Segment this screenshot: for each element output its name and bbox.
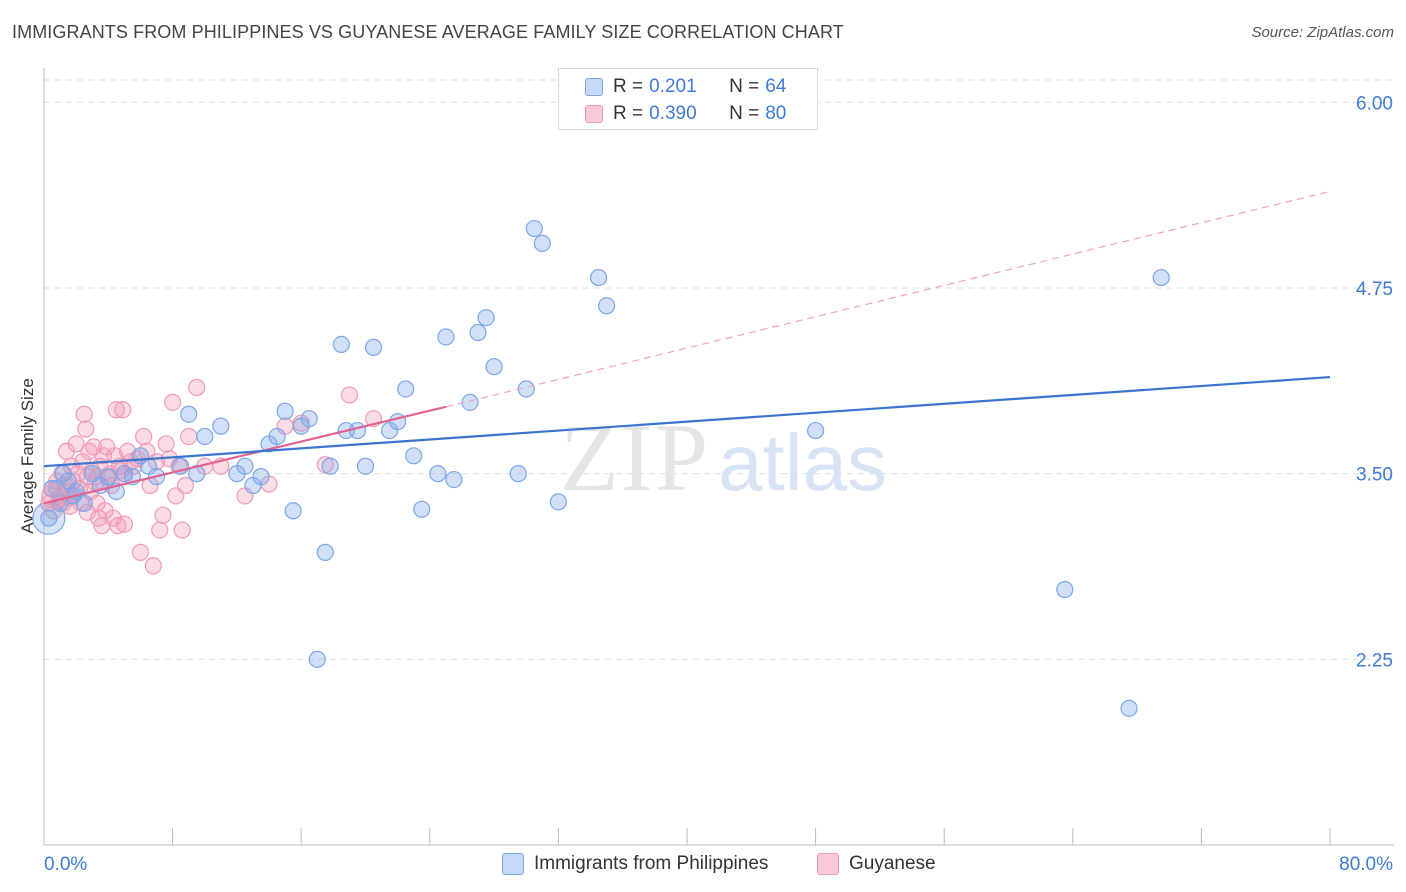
legend-n-label: N = [729, 103, 760, 124]
philippines-point [525, 219, 543, 238]
philippines-point [533, 234, 551, 252]
guyanese-point [157, 435, 175, 453]
philippines-point [268, 427, 286, 446]
philippines-point [332, 335, 350, 354]
guyanese-point [173, 521, 191, 539]
legend-row-philippines: R = 0.201 N = 64 [585, 74, 786, 100]
philippines-point [405, 447, 423, 465]
philippines-point [477, 309, 495, 327]
guyanese-point [106, 447, 124, 465]
guyanese-point [67, 435, 85, 453]
guyanese-point [180, 427, 198, 446]
legend-n-value-philippines: 64 [765, 76, 787, 97]
philippines-point [40, 509, 58, 527]
x-tick-label-max: 80.0% [1339, 854, 1393, 875]
legend-swatch-philippines [585, 78, 603, 96]
guyanese-point [188, 378, 206, 397]
guyanese-point [164, 393, 182, 411]
legend-swatch-guyanese [585, 105, 603, 123]
philippines-point [236, 457, 254, 475]
philippines-point [1056, 580, 1074, 599]
philippines-point [429, 465, 447, 483]
philippines-point [437, 328, 455, 346]
legend-row-guyanese: R = 0.390 N = 80 [585, 101, 786, 127]
guyanese-point [340, 386, 359, 404]
guyanese-point [115, 515, 133, 533]
guyanese-point [77, 420, 95, 438]
philippines-point [397, 380, 415, 398]
philippines-point [284, 502, 302, 520]
guyanese-point [135, 427, 153, 446]
legend-r-label: R = [613, 76, 644, 97]
guyanese-point [78, 503, 97, 521]
y-tick-label: 3.50 [1356, 465, 1393, 486]
philippines-point [99, 468, 117, 486]
legend-r-label: R = [613, 103, 644, 124]
guyanese-point [151, 521, 169, 539]
philippines-point [469, 323, 487, 342]
philippines-point [321, 457, 339, 475]
philippines-point [413, 500, 431, 518]
y-tick-label: 4.75 [1356, 279, 1393, 300]
guyanese-point [154, 506, 172, 524]
legend-n-value-guyanese: 80 [765, 103, 787, 124]
bottom-legend-guyanese: Guyanese [817, 851, 936, 877]
philippines-point [445, 470, 463, 489]
bottom-legend-label-philippines: Immigrants from Philippines [534, 853, 769, 874]
bottom-legend-label-guyanese: Guyanese [849, 853, 936, 874]
philippines-point [316, 543, 334, 561]
guyanese-cluster-point [41, 483, 67, 509]
guyanese-point [109, 517, 127, 535]
guyanese-point [75, 405, 93, 423]
legend-r-value-philippines: 0.201 [649, 76, 697, 97]
guyanese-point [176, 476, 195, 495]
y-tick-label: 6.00 [1356, 93, 1393, 114]
guyanese-trend-line [43, 405, 447, 505]
philippines-point [212, 417, 230, 435]
guyanese-point [144, 557, 162, 575]
philippines-point [1120, 699, 1138, 717]
philippines-point [356, 457, 375, 475]
philippines-trend-line [43, 375, 1331, 468]
philippines-point [276, 402, 294, 420]
guyanese-point [131, 543, 150, 561]
philippines-point [364, 338, 383, 356]
bottom-legend-swatch-guyanese [817, 853, 839, 875]
philippines-point [308, 650, 326, 668]
watermark-atlas: atlas [718, 418, 887, 507]
guyanese-point [114, 401, 132, 419]
guyanese-trend-extension [445, 190, 1331, 408]
bottom-legend-philippines: Immigrants from Philippines [502, 851, 768, 877]
philippines-point [1152, 268, 1170, 287]
philippines-point [598, 297, 616, 315]
correlation-legend: R = 0.201 N = 64 R = 0.390 N = 80 [558, 68, 818, 130]
chart-title: IMMIGRANTS FROM PHILIPPINES VS GUYANESE … [12, 22, 844, 42]
source-credit: Source: ZipAtlas.com [1251, 24, 1394, 41]
bottom-legend-swatch-philippines [502, 853, 524, 875]
philippines-point [589, 268, 608, 287]
watermark-zip: ZIP [560, 404, 710, 511]
philippines-point [509, 465, 527, 483]
philippines-point [252, 468, 270, 486]
legend-r-value-guyanese: 0.390 [649, 103, 697, 124]
legend-n-label: N = [729, 76, 760, 97]
x-tick-label-min: 0.0% [44, 854, 87, 875]
philippines-point [300, 410, 318, 428]
philippines-point [180, 405, 198, 423]
philippines-point [461, 393, 479, 411]
philippines-point [83, 465, 101, 483]
philippines-point [485, 358, 503, 376]
guyanese-point [107, 401, 125, 419]
philippines-point [549, 493, 568, 511]
y-tick-label: 2.25 [1356, 650, 1393, 671]
philippines-point [348, 421, 367, 440]
philippines-point [196, 427, 214, 446]
philippines-point [806, 421, 825, 440]
